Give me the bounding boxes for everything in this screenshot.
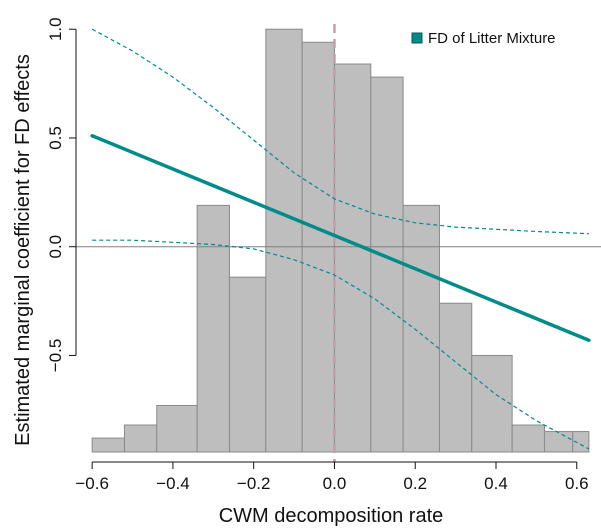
histogram-bar <box>438 302 473 453</box>
y-tick-label: 0.5 <box>46 126 65 150</box>
histogram-bar <box>543 431 574 453</box>
legend: FD of Litter Mixture <box>411 30 556 47</box>
x-tick-label: −0.4 <box>156 474 190 493</box>
histogram-bar <box>511 424 545 453</box>
x-tick-label: 0.6 <box>565 474 589 493</box>
histogram-bar <box>572 431 590 453</box>
histogram-bar <box>471 354 513 453</box>
ci-upper-line <box>91 28 589 235</box>
x-tick-label: −0.6 <box>75 474 109 493</box>
regression-line <box>90 134 591 342</box>
y-axis-ticks: −0.5 0.0 0.5 1.0 <box>46 17 76 372</box>
y-axis-title: Estimated marginal coefficient for FD ef… <box>12 54 34 446</box>
legend-swatch <box>411 32 423 44</box>
histogram-bar <box>228 276 267 453</box>
histogram-bar <box>123 424 158 453</box>
histogram-bar <box>265 28 303 453</box>
x-tick-label: 0.2 <box>403 474 427 493</box>
series-line <box>90 134 591 342</box>
histogram-bar <box>402 204 440 453</box>
y-tick-label: 1.0 <box>46 17 65 41</box>
histogram-bar <box>91 437 125 453</box>
histogram-bar <box>370 76 404 453</box>
y-tick-label: 0.0 <box>46 235 65 259</box>
confidence-band <box>91 28 590 450</box>
histogram-bar <box>333 63 372 453</box>
x-tick-label: 0.0 <box>323 474 347 493</box>
histogram-bar <box>196 204 230 453</box>
histogram-bar <box>156 404 198 453</box>
x-tick-label: 0.4 <box>484 474 508 493</box>
ci-lower-line <box>92 239 590 450</box>
legend-label: FD of Litter Mixture <box>428 30 556 47</box>
y-tick-label: −0.5 <box>46 339 65 373</box>
histogram-bars <box>91 28 590 453</box>
x-tick-label: −0.2 <box>237 474 271 493</box>
x-axis-title: CWM decomposition rate <box>219 505 444 527</box>
x-axis-ticks: −0.6 −0.4 −0.2 0.0 0.2 0.4 0.6 <box>75 462 589 493</box>
